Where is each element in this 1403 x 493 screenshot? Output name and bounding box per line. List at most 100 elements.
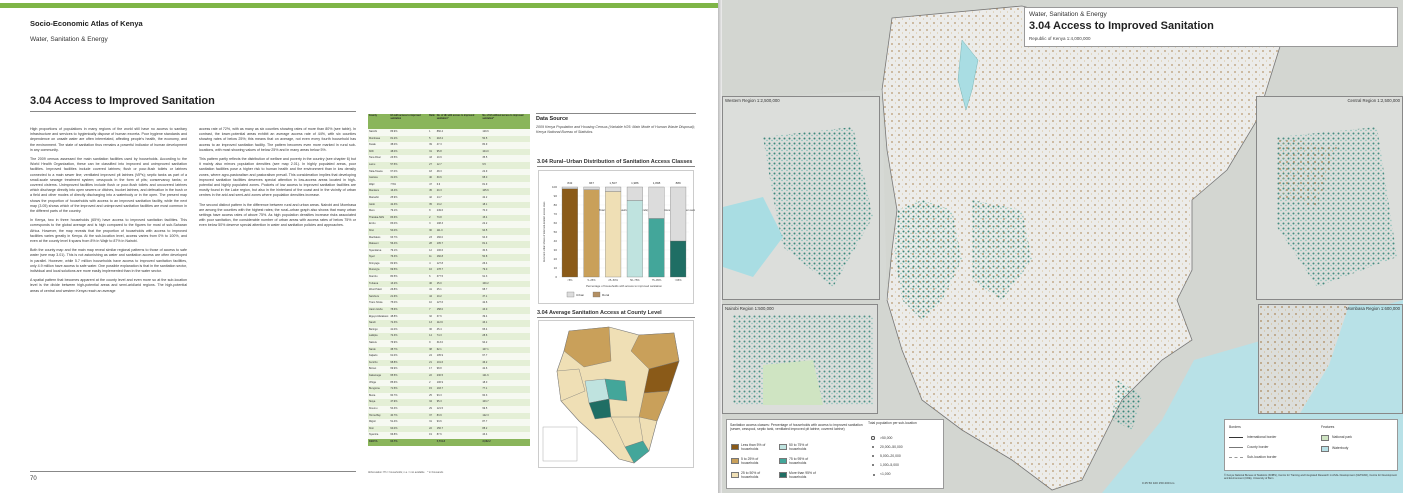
chart-legend-label: Rural	[602, 293, 610, 297]
table-cell: 24	[428, 353, 436, 360]
chart-ytick-label: 30	[554, 248, 558, 252]
table-cell: Turkana	[368, 280, 390, 288]
table-cell: Kisii	[368, 425, 390, 433]
legend-label: 5 to 25% of households	[741, 457, 759, 466]
chart-ytick-label: 10	[554, 266, 558, 270]
features-heading: Features	[1321, 425, 1335, 429]
western-inset-dots	[763, 127, 873, 287]
table-cell: 48.3	[435, 168, 482, 176]
table-cell: 107.1	[481, 346, 530, 354]
table-cell: 30.6	[435, 175, 482, 182]
table-cell: 105.6	[481, 188, 530, 195]
table-row: Taita-Taveta 67.0% 18 48.3 22.9	[368, 168, 530, 176]
table-cell: Migori	[368, 419, 390, 426]
table-cell: 166.0	[435, 234, 482, 242]
nairobi-national-park	[763, 360, 823, 405]
data-source-heading: Data Source	[536, 116, 569, 122]
chart-bar-urban	[561, 186, 578, 189]
book-gutter	[718, 0, 722, 493]
table-header: Rank	[428, 114, 436, 129]
table-cell: 43.4	[481, 432, 530, 439]
table-row: Kwale 38.0% 39 47.3 80.9	[368, 142, 530, 149]
figure-1-title: 3.04 Rural–Urban Distribution of Sanitat…	[537, 159, 693, 165]
table-cell: Kakamega	[368, 372, 390, 380]
table-cell: 46.2	[481, 359, 530, 367]
county-turkana	[563, 326, 612, 368]
border-label: Sub-location border	[1247, 455, 1277, 459]
table-row: Turkana 13.2% 46 15.0 100.2	[368, 280, 530, 288]
table-cell: 38.0%	[389, 142, 429, 149]
table-cell: 77.1	[481, 386, 530, 393]
table-cell: 79.1%	[389, 247, 429, 255]
population-dot-icon	[871, 445, 875, 449]
table-cell: 91.3	[481, 274, 530, 281]
table-row: Kisii 64.0% 22 156.7 88.2	[368, 425, 530, 433]
table-cell: 64.0%	[389, 425, 429, 433]
table-cell: 51.4%	[389, 419, 429, 426]
table-row: Kilifi 48.0% 31 95.8 104.0	[368, 148, 530, 156]
population-class-label: 20,000–50,000	[880, 445, 903, 449]
table-cell: 72.3%	[389, 333, 429, 340]
table-row: Migori 51.4% 31 93.6 87.7	[368, 419, 530, 426]
table-cell: 83.6%	[389, 214, 429, 222]
figure-2-rule	[537, 317, 695, 318]
table-cell: 9	[428, 340, 436, 347]
chart-total-label: 1,986	[631, 181, 639, 185]
table-cell: Garissa	[368, 175, 390, 182]
table-cell: 99.5	[481, 405, 530, 413]
table-cell: 48.8%	[389, 313, 429, 321]
table-cell: 23	[428, 234, 436, 242]
table-cell: 10.2	[435, 293, 482, 301]
table-cell: 78.6%	[389, 307, 429, 314]
county-central	[584, 378, 610, 404]
table-row: Nandi 72.3% 13 112.6 43.1	[368, 320, 530, 327]
table-cell: 13.2%	[389, 280, 429, 288]
table-cell: Nyeri	[368, 254, 390, 261]
chart-bar-urban	[670, 186, 687, 242]
table-cell: 50.8	[481, 254, 530, 261]
table-cell: 158.0	[435, 307, 482, 314]
table-cell: 68.8%	[389, 359, 429, 367]
table-header: No. of Hh without access to improved san…	[481, 114, 530, 129]
map-legend: Sanitation access classes: Percentage of…	[726, 419, 944, 489]
chart-category-label: 5–25%	[587, 278, 596, 282]
table-cell: 28.6	[481, 333, 530, 340]
table-cell: 106.6	[435, 247, 482, 255]
table-cell: 40	[428, 175, 436, 182]
table-cell: 1	[428, 129, 436, 136]
mombasa-region-label: Mombasa Region 1:600,000	[1346, 306, 1400, 311]
chart-bar-rural	[670, 240, 687, 278]
table-cell: Vihiga	[368, 379, 390, 387]
nairobi-inset-map	[723, 305, 877, 413]
table-cell: 14	[428, 333, 436, 340]
chart-category-label: >95%	[675, 278, 682, 282]
table-row: Kajiado 61.0% 24 105.9 67.7	[368, 353, 530, 360]
table-cell: KENYA	[368, 438, 390, 446]
table-cell: 100.2	[481, 280, 530, 288]
chart-ytick-label: 80	[554, 203, 558, 207]
chart-ytick-label: 90	[554, 194, 558, 198]
table-cell: 85.6%	[389, 379, 429, 387]
table-cell: Tana River	[368, 155, 390, 162]
table-cell: 17	[428, 366, 436, 373]
table-cell: Kwale	[368, 142, 390, 149]
table-cell: 377.5	[435, 274, 482, 281]
table-cell: 98.8	[435, 366, 482, 373]
table-cell: 15.4	[481, 214, 530, 222]
table-cell: 54.0%	[389, 227, 429, 235]
table-header: Hh with access to improved sanitation	[389, 114, 429, 129]
table-row: Marsabit 25.9% 42 14.7 42.2	[368, 194, 530, 202]
table-cell: 127.8	[435, 260, 482, 268]
lake-turkana	[957, 39, 979, 111]
table-cell: 93.3	[435, 392, 482, 400]
mombasa-inset-dots	[1259, 305, 1349, 413]
table-cell: 249.6	[435, 208, 482, 215]
table-cell: 13	[428, 320, 436, 327]
table-row: Samburu 21.6% 44 10.2 37.1	[368, 293, 530, 301]
table-cell: 41	[428, 287, 436, 294]
table-row: Bungoma 71.5% 15 193.7 77.1	[368, 386, 530, 393]
table-cell: 129.6	[481, 129, 530, 136]
table-cell: Uasin Gishu	[368, 307, 390, 314]
population-legend-heading: Total population per sub-location	[868, 421, 917, 425]
table-cell: 44	[428, 293, 436, 301]
